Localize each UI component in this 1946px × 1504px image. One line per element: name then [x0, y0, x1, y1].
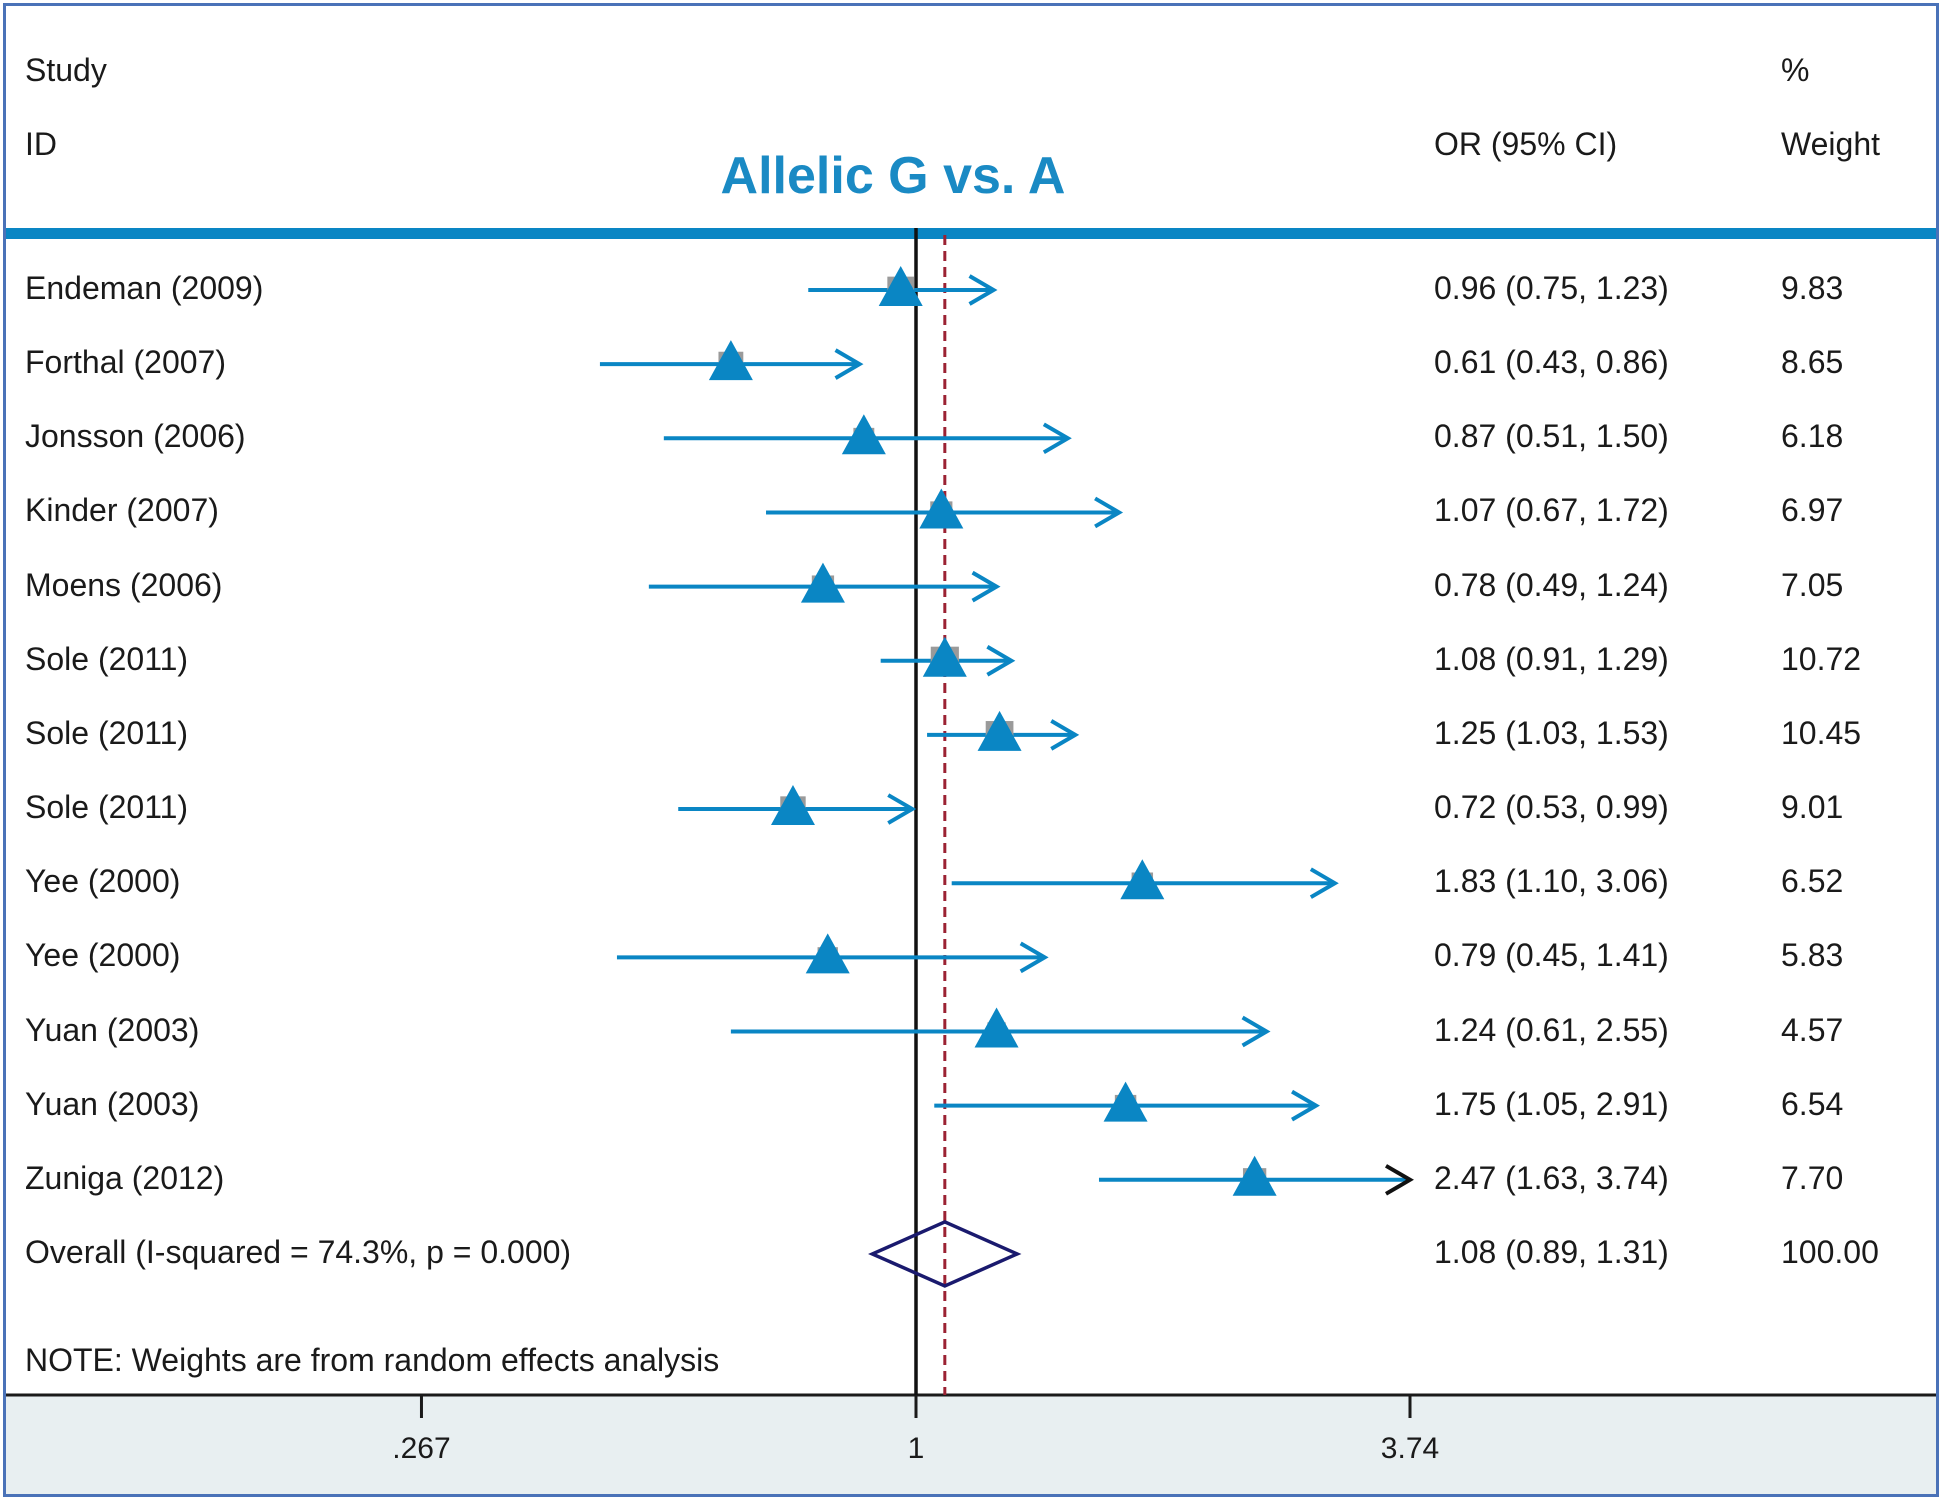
or-ci-value: 1.75 (1.05, 2.91) — [1434, 1085, 1669, 1122]
or-ci-value: 1.08 (0.91, 1.29) — [1434, 640, 1669, 677]
study-id: Zuniga (2012) — [25, 1159, 225, 1196]
ci-arrow-head — [971, 570, 1001, 603]
point-estimate-marker — [977, 710, 1022, 751]
study-header: Study — [25, 52, 107, 88]
or-ci-header: OR (95% CI) — [1434, 126, 1618, 162]
or-ci-value: 0.96 (0.75, 1.23) — [1434, 270, 1669, 306]
point-estimate-marker — [1103, 1081, 1148, 1122]
study-id: Sole (2011) — [25, 640, 189, 677]
ci-arrow-head — [968, 274, 998, 306]
ci-arrow-head — [986, 645, 1016, 677]
study-id: Yee (2000) — [25, 863, 181, 900]
study-id: Forthal (2007) — [25, 344, 226, 381]
study-id: Yuan (2003) — [25, 1011, 200, 1048]
point-estimate-marker — [974, 1007, 1019, 1048]
x-tick-label: 1 — [907, 1432, 925, 1465]
study-id: Moens (2006) — [25, 566, 223, 603]
point-estimate-marker — [1120, 859, 1165, 900]
or-ci-value: 0.72 (0.53, 0.99) — [1434, 789, 1669, 826]
weight-value: 4.57 — [1781, 1011, 1844, 1048]
point-estimate-marker — [805, 933, 850, 974]
header-rule — [6, 228, 1936, 239]
study-id: Jonsson (2006) — [25, 418, 246, 455]
ci-arrow-head — [887, 793, 917, 825]
weight-value: 7.05 — [1781, 566, 1844, 603]
study-id: Yuan (2003) — [25, 1085, 200, 1122]
percent-header: % — [1781, 52, 1810, 88]
ci-arrow-head — [834, 348, 864, 380]
id-header: ID — [25, 126, 57, 162]
weight-value: 6.52 — [1781, 863, 1844, 900]
study-id: Yee (2000) — [25, 937, 181, 974]
weight-value: 10.72 — [1781, 640, 1862, 677]
ci-arrow-head — [1019, 941, 1049, 974]
point-estimate-marker — [922, 636, 967, 677]
ci-arrow-head — [1291, 1089, 1320, 1122]
study-id: Sole (2011) — [25, 714, 189, 751]
or-ci-value: 0.79 (0.45, 1.41) — [1434, 937, 1669, 974]
overall-diamond — [868, 1220, 1022, 1288]
point-estimate-marker — [919, 488, 964, 529]
figure-frame — [3, 3, 1939, 1497]
or-ci-value: 0.61 (0.43, 0.86) — [1434, 344, 1669, 381]
weight-value: 8.65 — [1781, 344, 1844, 381]
or-ci-value: 0.78 (0.49, 1.24) — [1434, 566, 1669, 603]
study-id: Kinder (2007) — [25, 492, 219, 529]
ci-arrow-head — [1241, 1015, 1271, 1048]
ci-arrow-head — [1050, 719, 1080, 751]
or-ci-value: 1.07 (0.67, 1.72) — [1434, 492, 1669, 529]
weight-value: 7.70 — [1781, 1159, 1844, 1196]
point-estimate-marker — [878, 266, 923, 306]
or-ci-value: 0.87 (0.51, 1.50) — [1434, 418, 1669, 455]
note-text: NOTE: Weights are from random effects an… — [25, 1342, 720, 1378]
point-estimate-marker — [1232, 1155, 1277, 1196]
ci-arrow-head — [1384, 1164, 1414, 1196]
weight-header: Weight — [1781, 126, 1881, 162]
x-tick-label: .267 — [392, 1432, 451, 1465]
ci-arrow-head — [1042, 422, 1072, 455]
x-tick-label: 3.74 — [1380, 1432, 1440, 1465]
axis-panel — [6, 1394, 1936, 1494]
study-id: Sole (2011) — [25, 789, 189, 826]
point-estimate-marker — [800, 562, 845, 603]
weight-value: 9.01 — [1781, 789, 1844, 826]
point-estimate-marker — [841, 414, 886, 455]
or-ci-value: 1.25 (1.03, 1.53) — [1434, 714, 1669, 751]
or-ci-value: 2.47 (1.63, 3.74) — [1434, 1159, 1669, 1196]
weight-value: 5.83 — [1781, 937, 1844, 974]
chart-title: Allelic G vs. A — [720, 147, 1066, 205]
overall-label: Overall (I-squared = 74.3%, p = 0.000) — [25, 1233, 572, 1270]
weight-value: 6.54 — [1781, 1085, 1844, 1122]
weight-value: 9.83 — [1781, 270, 1844, 306]
or-ci-value: 1.24 (0.61, 2.55) — [1434, 1011, 1669, 1048]
overall-or-ci: 1.08 (0.89, 1.31) — [1434, 1233, 1669, 1270]
weight-value: 10.45 — [1781, 714, 1862, 751]
overall-weight: 100.00 — [1781, 1233, 1879, 1270]
weight-value: 6.18 — [1781, 418, 1844, 455]
ci-arrow-head — [1309, 867, 1339, 899]
study-id: Endeman (2009) — [25, 270, 264, 306]
ci-arrow-head — [1094, 496, 1124, 529]
point-estimate-marker — [708, 340, 753, 381]
point-estimate-marker — [770, 785, 815, 826]
or-ci-value: 1.83 (1.10, 3.06) — [1434, 863, 1669, 900]
weight-value: 6.97 — [1781, 492, 1844, 529]
